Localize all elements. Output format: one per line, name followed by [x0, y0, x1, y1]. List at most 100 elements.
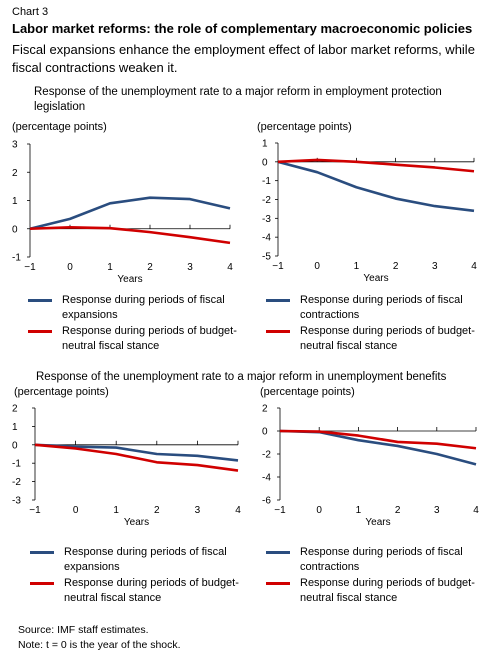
series-line [279, 429, 477, 466]
legend-swatch-blue [266, 551, 290, 554]
legend-panel-1: Response during periods of fiscal expans… [28, 293, 243, 355]
series-line [277, 158, 475, 173]
y-tick-label: 1 [12, 422, 18, 433]
y-tick-label: 3 [12, 140, 18, 151]
chart-title: Labor market reforms: the role of comple… [12, 21, 473, 36]
y-tick-label: 2 [262, 404, 268, 415]
x-axis-label: Years [363, 273, 388, 284]
legend-item-expansion: Response during periods of fiscal expans… [28, 293, 243, 323]
y-unit-label: (percentage points) [260, 386, 355, 398]
legend-label: Response during periods of budget-neutra… [300, 325, 475, 352]
y-tick-label: 0 [12, 224, 18, 235]
x-tick-label: 4 [235, 505, 241, 516]
x-tick-label: 4 [473, 505, 479, 516]
y-tick-label: -1 [12, 459, 21, 470]
y-tick-label: -1 [262, 176, 271, 187]
x-tick-label: −1 [29, 505, 41, 516]
chart-number: Chart 3 [12, 6, 49, 18]
x-tick-label: −1 [24, 262, 36, 273]
legend-item-contraction: Response during periods of fiscal contra… [266, 545, 486, 575]
x-tick-label: 3 [434, 505, 440, 516]
y-tick-label: -6 [262, 496, 271, 507]
x-tick-label: 1 [356, 505, 362, 516]
x-axis-label: Years [124, 517, 149, 528]
x-tick-label: 2 [147, 262, 153, 273]
y-tick-label: 1 [12, 196, 18, 207]
legend-swatch-blue [28, 299, 52, 302]
y-tick-label: 0 [262, 157, 268, 168]
legend-panel-3: Response during periods of fiscal expans… [30, 545, 245, 607]
legend-item-contraction: Response during periods of fiscal contra… [266, 293, 486, 323]
y-tick-label: 0 [262, 427, 268, 438]
chart-panel-3: -3 -2 -1 0 1 2 −1 0 1 2 3 4 Years [12, 404, 241, 529]
y-tick-label: -4 [262, 473, 271, 484]
y-tick-label: 1 [262, 139, 268, 150]
legend-item-neutral: Response during periods of budget-neutra… [30, 576, 245, 606]
x-tick-label: −1 [272, 261, 284, 272]
section-title-epl: Response of the unemployment rate to a m… [34, 86, 442, 113]
legend-label: Response during periods of fiscal expans… [64, 546, 227, 573]
legend-label: Response during periods of fiscal expans… [62, 294, 225, 321]
legend-swatch-red [266, 582, 290, 585]
chart-panel-1: -1 0 1 2 3 −1 0 1 2 3 4 Years [12, 140, 233, 286]
series-line [34, 443, 239, 462]
chart-subtitle: Fiscal expansions enhance the employment… [12, 42, 475, 75]
y-tick-label: -2 [262, 450, 271, 461]
series-line [29, 196, 231, 231]
source-note: Source: IMF staff estimates. [18, 624, 149, 636]
section-title-ub: Response of the unemployment rate to a m… [36, 371, 447, 383]
x-tick-label: 2 [154, 505, 160, 516]
legend-swatch-red [28, 330, 52, 333]
legend-swatch-red [30, 582, 54, 585]
y-tick-label: -2 [12, 477, 21, 488]
x-axis-label: Years [117, 274, 142, 285]
x-tick-label: 1 [113, 505, 119, 516]
x-tick-label: 1 [107, 262, 113, 273]
x-tick-label: 4 [227, 262, 233, 273]
chart-panel-4: -6 -4 -2 0 2 −1 0 1 2 3 4 Years [262, 404, 479, 529]
x-tick-label: −1 [274, 505, 286, 516]
y-tick-label: 2 [12, 404, 18, 415]
x-tick-label: 3 [187, 262, 193, 273]
legend-label: Response during periods of fiscal contra… [300, 546, 463, 573]
legend-label: Response during periods of fiscal contra… [300, 294, 463, 321]
legend-item-expansion: Response during periods of fiscal expans… [30, 545, 245, 575]
series-line [277, 160, 475, 213]
legend-panel-4: Response during periods of fiscal contra… [266, 545, 486, 607]
series-line [34, 443, 239, 472]
legend-label: Response during periods of budget-neutra… [300, 577, 475, 604]
legend-swatch-red [266, 330, 290, 333]
legend-swatch-blue [30, 551, 54, 554]
y-unit-label: (percentage points) [12, 121, 107, 133]
y-unit-label: (percentage points) [257, 121, 352, 133]
footnote: Note: t = 0 is the year of the shock. [18, 639, 181, 651]
y-tick-label: -4 [262, 233, 271, 244]
series-line [29, 226, 231, 245]
series-line [279, 429, 477, 450]
legend-label: Response during periods of budget-neutra… [64, 577, 239, 604]
y-unit-label: (percentage points) [14, 386, 109, 398]
y-tick-label: -5 [262, 252, 271, 263]
y-tick-label: 0 [12, 440, 18, 451]
chart-panel-2: -5 -4 -3 -2 -1 0 1 −1 0 1 2 3 4 Years [262, 139, 477, 285]
legend-swatch-blue [266, 299, 290, 302]
x-tick-label: 2 [393, 261, 399, 272]
x-tick-label: 3 [432, 261, 438, 272]
legend-label: Response during periods of budget-neutra… [62, 325, 237, 352]
y-tick-label: 2 [12, 168, 18, 179]
legend-item-neutral: Response during periods of budget-neutra… [266, 576, 486, 606]
x-tick-label: 1 [354, 261, 360, 272]
legend-panel-2: Response during periods of fiscal contra… [266, 293, 486, 355]
y-tick-label: -3 [12, 496, 21, 507]
x-tick-label: 4 [471, 261, 477, 272]
y-tick-label: -3 [262, 214, 271, 225]
legend-item-neutral: Response during periods of budget-neutra… [266, 324, 486, 354]
x-tick-label: 0 [73, 505, 79, 516]
x-tick-label: 0 [67, 262, 73, 273]
y-tick-label: -1 [12, 253, 21, 264]
x-tick-label: 3 [195, 505, 201, 516]
x-tick-label: 0 [314, 261, 320, 272]
x-axis-label: Years [365, 517, 390, 528]
x-tick-label: 2 [395, 505, 401, 516]
y-tick-label: -2 [262, 195, 271, 206]
